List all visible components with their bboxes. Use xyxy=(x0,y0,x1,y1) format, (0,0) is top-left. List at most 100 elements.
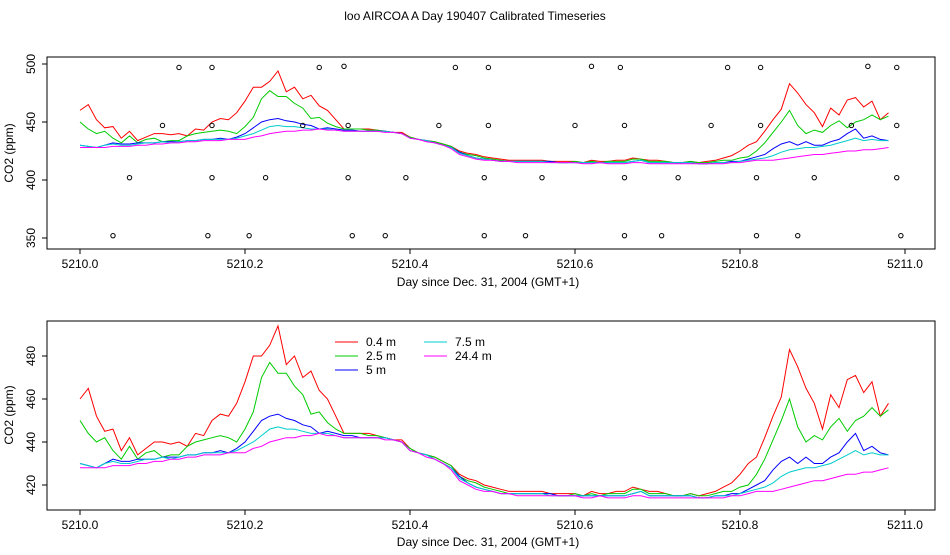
legend-entry-24-4m: 24.4 m xyxy=(424,349,492,363)
data-point xyxy=(209,122,215,129)
y-tick-label: 460 xyxy=(24,389,38,409)
legend-label: 5 m xyxy=(366,363,386,377)
data-point xyxy=(658,232,665,239)
data-point xyxy=(675,174,681,181)
top-y-axis-label: CO2 (ppm) xyxy=(2,123,16,182)
x-tick-label: 5210.4 xyxy=(392,518,429,532)
legend-label: 2.5 m xyxy=(366,349,396,363)
x-tick-label: 5210.8 xyxy=(722,518,759,532)
legend-label: 7.5 m xyxy=(455,335,485,349)
x-tick-label: 5210.6 xyxy=(557,518,594,532)
data-point xyxy=(708,122,714,129)
top-x-ticks: 5210.0 5210.2 5210.4 5210.6 5210.8 5211.0 xyxy=(62,249,923,271)
data-point xyxy=(898,232,904,239)
bottom-y-axis-label: CO2 (ppm) xyxy=(2,385,16,444)
legend-entry-2-5m: 2.5 m xyxy=(335,349,396,363)
data-point xyxy=(349,232,355,239)
series-line-0-4-m xyxy=(79,70,889,164)
data-point xyxy=(345,174,351,181)
data-point xyxy=(126,174,133,181)
legend-label: 0.4 m xyxy=(366,335,396,349)
data-point xyxy=(345,122,351,129)
data-point xyxy=(481,232,487,239)
x-tick-label: 5210.0 xyxy=(62,257,99,271)
top-panel: Day since Dec. 31, 2004 (GMT+1) CO2 (ppm… xyxy=(2,54,936,289)
data-point xyxy=(621,232,628,239)
bottom-x-ticks: 5210.0 5210.2 5210.4 5210.6 5210.8 5211.0 xyxy=(62,510,923,532)
top-x-axis-label: Day since Dec. 31, 2004 (GMT+1) xyxy=(397,275,579,289)
legend: 0.4 m 2.5 m 5 m 7.5 m 24.4 m xyxy=(335,335,492,377)
data-point xyxy=(757,122,764,129)
data-point xyxy=(572,122,578,129)
x-tick-label: 5210.0 xyxy=(62,518,99,532)
x-tick-label: 5210.2 xyxy=(227,518,264,532)
data-point xyxy=(436,122,442,129)
series-line-24-4-m xyxy=(80,128,889,165)
data-point xyxy=(209,174,215,181)
series-line-2-5-m xyxy=(79,90,889,164)
data-point xyxy=(757,64,764,71)
x-tick-label: 5210.8 xyxy=(722,257,759,271)
data-point xyxy=(481,174,487,181)
bottom-y-ticks: 420 440 460 480 xyxy=(24,346,47,495)
data-point xyxy=(811,174,817,181)
legend-entry-5m: 5 m xyxy=(335,363,386,377)
series-line-7-5-m xyxy=(79,124,889,165)
data-point xyxy=(848,122,855,129)
data-point xyxy=(621,174,628,181)
data-point xyxy=(452,64,459,71)
data-point xyxy=(894,174,900,181)
series-line-0-4-m xyxy=(79,324,889,497)
series-line-2-5-m xyxy=(79,361,889,497)
y-tick-label: 350 xyxy=(24,228,38,248)
chart-title: loo AIRCOA A Day 190407 Calibrated Times… xyxy=(344,9,605,23)
y-tick-label: 500 xyxy=(24,54,38,74)
y-tick-label: 450 xyxy=(24,112,38,132)
data-point xyxy=(209,64,215,71)
y-tick-label: 420 xyxy=(24,475,38,495)
data-point xyxy=(753,232,760,239)
x-tick-label: 5210.6 xyxy=(557,257,594,271)
y-tick-label: 400 xyxy=(24,170,38,190)
data-point xyxy=(588,63,595,70)
top-scatter-points xyxy=(110,63,904,239)
bottom-series-lines xyxy=(79,324,889,499)
series-line-7-5-m xyxy=(79,426,889,499)
data-point xyxy=(316,64,322,71)
data-point xyxy=(753,174,760,181)
legend-entry-7-5m: 7.5 m xyxy=(424,335,485,349)
legend-label: 24.4 m xyxy=(455,349,492,363)
top-series-lines xyxy=(79,70,889,165)
series-line-24-4-m xyxy=(80,432,889,499)
data-point xyxy=(894,122,900,129)
data-point xyxy=(724,64,731,71)
data-point xyxy=(341,63,347,70)
data-point xyxy=(262,174,269,181)
data-point xyxy=(300,122,306,129)
data-point xyxy=(795,232,801,239)
data-point xyxy=(621,122,628,129)
data-point xyxy=(382,232,388,239)
data-point xyxy=(485,122,492,129)
x-tick-label: 5210.4 xyxy=(392,257,429,271)
data-point xyxy=(176,64,182,71)
x-tick-label: 5211.0 xyxy=(887,518,923,532)
x-tick-label: 5211.0 xyxy=(887,257,923,271)
data-point xyxy=(522,232,529,239)
data-point xyxy=(865,63,871,70)
bottom-x-axis-label: Day since Dec. 31, 2004 (GMT+1) xyxy=(397,535,579,549)
bottom-plot-frame xyxy=(46,320,936,511)
data-point xyxy=(246,232,252,239)
top-y-ticks: 350 400 450 500 xyxy=(24,54,47,248)
data-point xyxy=(894,64,900,71)
data-point xyxy=(159,122,166,129)
data-point xyxy=(403,174,409,181)
legend-entry-0-4m: 0.4 m xyxy=(335,335,396,349)
data-point xyxy=(485,64,492,71)
x-tick-label: 5210.2 xyxy=(227,257,264,271)
data-point xyxy=(617,64,624,71)
y-tick-label: 480 xyxy=(24,346,38,366)
top-plot-frame xyxy=(46,56,936,250)
